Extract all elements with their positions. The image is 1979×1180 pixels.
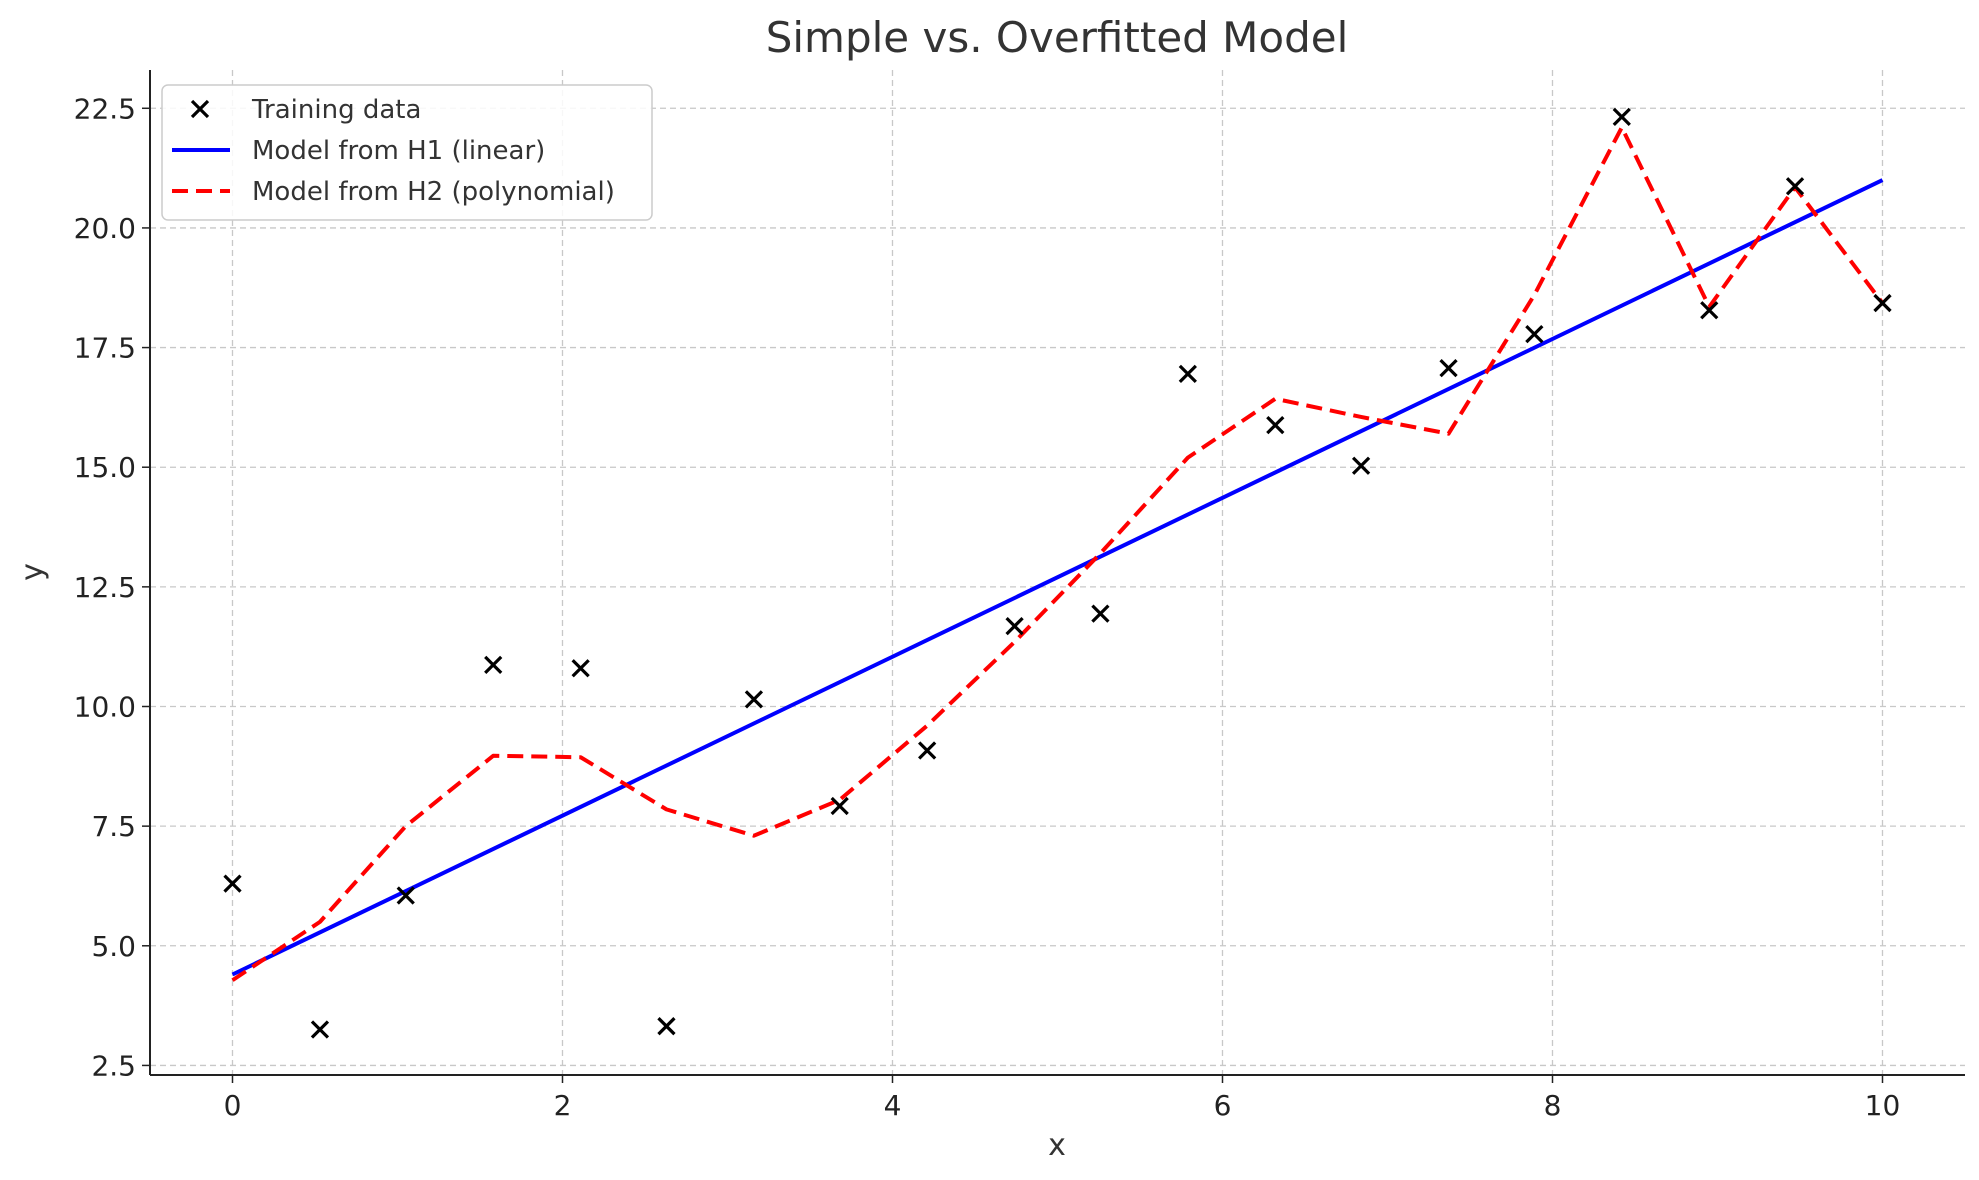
- x-tick-label: 10: [1865, 1089, 1901, 1122]
- y-tick-label: 10.0: [74, 691, 136, 724]
- y-tick-label: 5.0: [91, 930, 136, 963]
- y-axis-label: y: [15, 563, 50, 581]
- x-tick-label: 6: [1214, 1089, 1232, 1122]
- data-point-marker: [1785, 177, 1805, 196]
- data-point-marker: [1439, 359, 1458, 378]
- data-point-marker: [1091, 604, 1110, 623]
- legend-label: Model from H1 (linear): [252, 136, 545, 166]
- data-point-marker: [1178, 364, 1197, 384]
- data-point-marker: [1351, 456, 1371, 475]
- y-tick-label: 7.5: [91, 810, 136, 843]
- legend-box: [161, 84, 653, 221]
- data-point-marker: [830, 796, 849, 816]
- x-tick-label: 8: [1544, 1089, 1562, 1122]
- y-tick-label: 20.0: [74, 212, 136, 245]
- data-point-marker: [1525, 325, 1544, 344]
- legend: Training data Model from H1 (linear) Model…: [161, 84, 653, 221]
- data-point-marker: [310, 1020, 330, 1039]
- y-tick-label: 12.5: [74, 571, 136, 604]
- legend-label: Model from H2 (polynomial): [252, 177, 615, 207]
- data-point-marker: [571, 659, 590, 678]
- linear-model-line: [231, 178, 1884, 977]
- plot-area: [223, 107, 1892, 1039]
- legend-label: Training data: [251, 95, 421, 125]
- y-tick-label: 17.5: [74, 332, 136, 365]
- x-tick-label: 2: [554, 1089, 572, 1122]
- data-point-marker: [744, 690, 764, 709]
- polynomial-model-line: [231, 125, 1885, 982]
- data-point-marker: [1612, 107, 1631, 127]
- data-point-marker: [1700, 301, 1719, 320]
- axes: [149, 70, 1965, 1076]
- y-tick-label: 2.5: [91, 1049, 136, 1082]
- data-point-marker: [918, 741, 937, 760]
- grid: [150, 70, 1965, 1075]
- chart-title: Simple vs. Overfitted Model: [766, 13, 1349, 62]
- y-tick-label: 22.5: [74, 92, 136, 125]
- data-point-marker: [1873, 293, 1892, 313]
- ticks: 0 2 4 6 8 10 2.5 5.0 7.5 10.0 12.5 15.0 17.5 20.0 22.5: [74, 92, 1901, 1122]
- data-point-marker: [223, 874, 242, 893]
- legend-scatter-symbol: [190, 99, 210, 119]
- data-point-marker: [1266, 415, 1285, 435]
- y-tick-label: 15.0: [74, 451, 136, 484]
- data-point-marker: [396, 886, 415, 905]
- x-tick-label: 0: [224, 1089, 242, 1122]
- data-point-marker: [1005, 616, 1024, 636]
- x-axis-label: x: [1048, 1128, 1066, 1163]
- data-point-marker: [657, 1017, 676, 1036]
- x-tick-label: 4: [884, 1089, 902, 1122]
- data-point-marker: [484, 655, 503, 674]
